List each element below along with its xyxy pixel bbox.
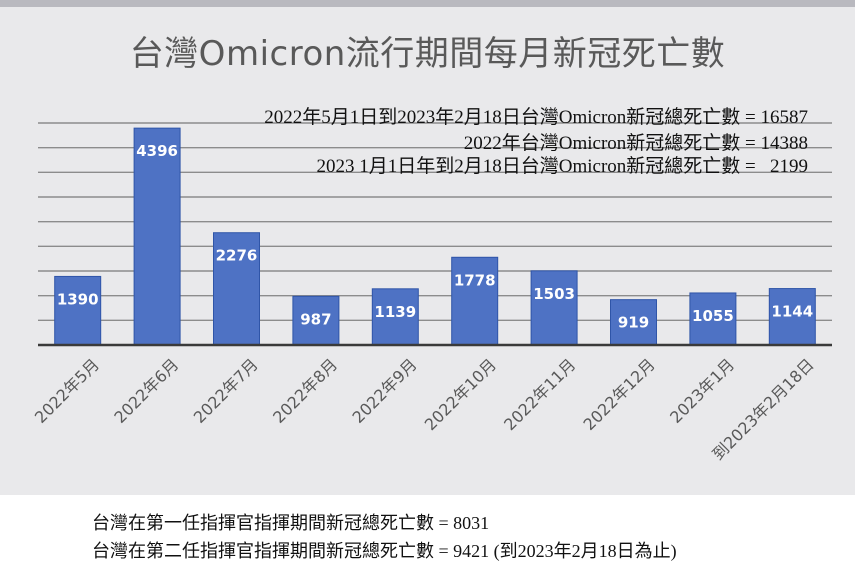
bar xyxy=(292,295,340,346)
category-label: 2022年8月 xyxy=(269,355,341,427)
footer-first-commander: 台灣在第一任指揮官指揮期間新冠總死亡數 = 8031 xyxy=(92,513,490,533)
footer-second-commander: 台灣在第二任指揮官指揮期間新冠總死亡數 = 9421 (到2023年2月18日為… xyxy=(92,541,677,561)
bar xyxy=(610,299,657,346)
bar-value-label: 1390 xyxy=(57,290,99,308)
category-label: 2022年5月 xyxy=(31,355,103,427)
bar-value-label: 1139 xyxy=(374,303,416,321)
chart-title: 台灣Omicron流行期間每月新冠死亡數 xyxy=(129,34,726,74)
bar-value-label: 2276 xyxy=(216,247,258,265)
bar-value-label: 919 xyxy=(618,314,649,332)
bar xyxy=(530,270,578,346)
category-label: 2022年6月 xyxy=(110,355,182,427)
bar xyxy=(371,288,419,346)
bar-value-label: 1055 xyxy=(692,307,734,325)
chart-panel: 1390 2022年5月 4396 2022年6月 2276 2022年7月 987 2022… xyxy=(0,0,855,495)
annotation-2023: 2023 1月1日年到2月18日台灣Omicron新冠總死亡數 = 2199 xyxy=(316,156,808,177)
bar-value-label: 1503 xyxy=(533,285,575,303)
category-label: 2022年11月 xyxy=(500,355,579,434)
bar-value-label: 4396 xyxy=(136,142,178,160)
category-label: 2023年1月 xyxy=(666,355,738,427)
bar xyxy=(689,292,737,346)
bar xyxy=(133,127,181,346)
category-label: 2022年10月 xyxy=(421,355,500,434)
bar-value-label: 987 xyxy=(300,310,331,328)
bar xyxy=(213,232,260,346)
annotation-total: 2022年5月1日到2023年2月18日台灣Omicron新冠總死亡數 = 16… xyxy=(264,107,808,128)
category-label: 2022年12月 xyxy=(580,355,659,434)
bar xyxy=(451,256,499,346)
bar xyxy=(768,288,816,346)
annotation-2022: 2022年台灣Omicron新冠總死亡數 = 14388 xyxy=(463,133,808,154)
category-label: 2022年7月 xyxy=(190,355,262,427)
bar xyxy=(54,275,102,346)
top-border xyxy=(0,0,855,7)
bar-value-label: 1144 xyxy=(771,303,813,321)
bar-chart: 1390 2022年5月 4396 2022年6月 2276 2022年7月 987 2022… xyxy=(31,122,832,464)
bar-value-label: 1778 xyxy=(454,271,496,289)
category-label: 2022年9月 xyxy=(349,355,421,427)
